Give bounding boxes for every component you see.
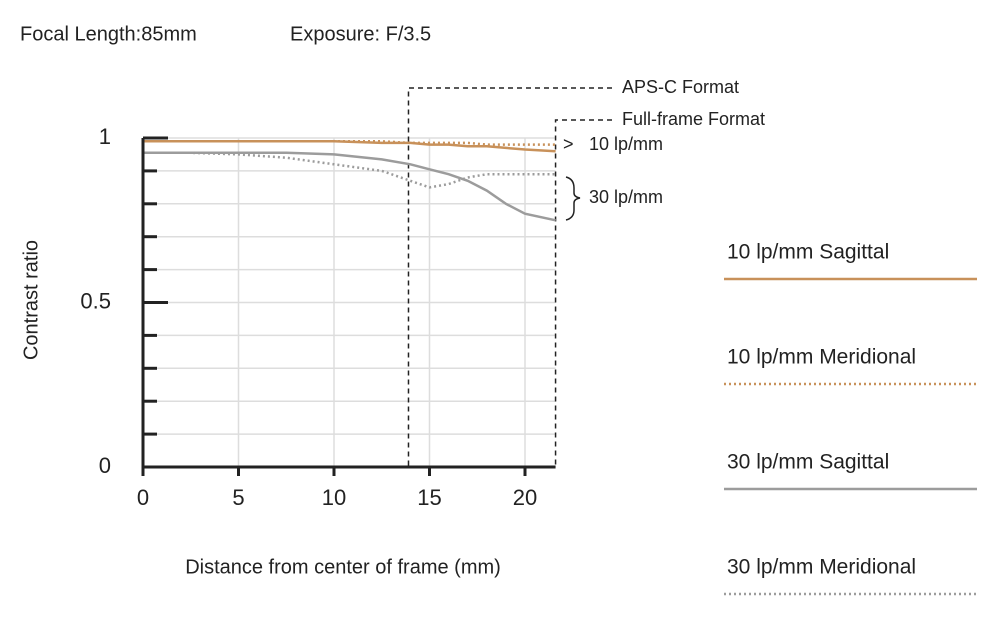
legend-label: 10 lp/mm Meridional bbox=[727, 346, 916, 369]
legend-label: 10 lp/mm Sagittal bbox=[727, 241, 889, 264]
chart-subtitle: Exposure: F/3.5 bbox=[290, 23, 431, 45]
y-tick-label: 0.5 bbox=[80, 288, 111, 313]
format-boundary bbox=[554, 119, 612, 467]
annotation-brace bbox=[565, 176, 581, 221]
series-line bbox=[143, 140, 556, 153]
x-tick-label: 10 bbox=[322, 485, 346, 510]
series-line bbox=[143, 140, 556, 146]
x-tick-label: 15 bbox=[417, 485, 441, 510]
annotation-arrow: > bbox=[563, 134, 574, 154]
y-axis-label: Contrast ratio bbox=[20, 240, 42, 360]
series-line bbox=[143, 151, 556, 189]
format-label: Full-frame Format bbox=[622, 109, 765, 129]
legend-label: 30 lp/mm Sagittal bbox=[727, 451, 889, 474]
y-tick-label: 1 bbox=[99, 124, 111, 149]
x-tick-label: 0 bbox=[137, 485, 149, 510]
format-label: APS-C Format bbox=[622, 77, 739, 97]
y-tick-label: 0 bbox=[99, 453, 111, 478]
x-tick-label: 20 bbox=[513, 485, 537, 510]
series-line bbox=[143, 151, 556, 222]
annotation: 30 lp/mm bbox=[589, 187, 663, 207]
x-axis-label: Distance from center of frame (mm) bbox=[185, 556, 501, 578]
legend-label: 30 lp/mm Meridional bbox=[727, 556, 916, 579]
format-boundary bbox=[407, 87, 612, 467]
x-tick-label: 5 bbox=[232, 485, 244, 510]
chart-title: Focal Length:85mm bbox=[20, 23, 197, 45]
annotation: 10 lp/mm bbox=[589, 134, 663, 154]
